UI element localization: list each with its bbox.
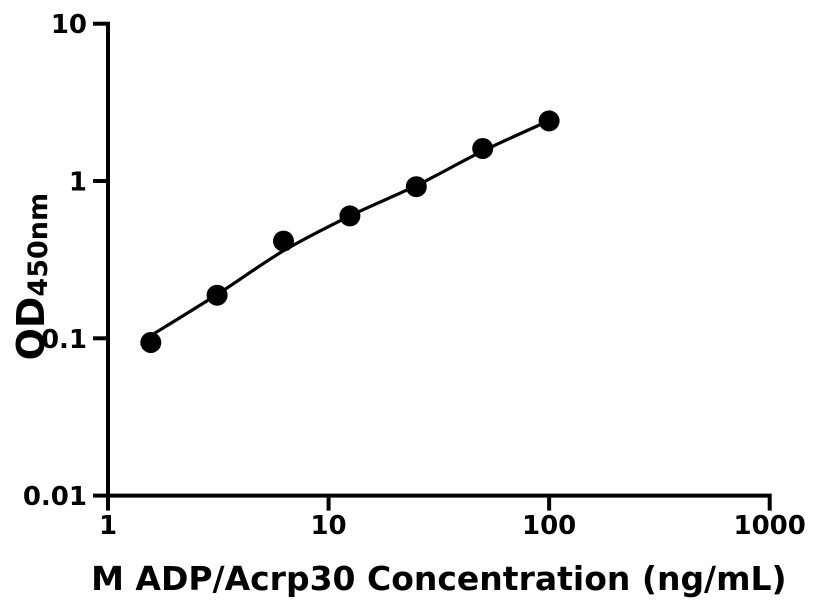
x-tick-label: 10 <box>310 511 346 541</box>
data-point <box>339 205 361 227</box>
y-axis-title-subscript: 450nm <box>23 193 54 297</box>
x-tick-label: 100 <box>522 511 576 541</box>
data-point <box>472 138 494 159</box>
y-axis-title-main: OD <box>9 297 53 361</box>
y-tick-label: 10 <box>51 10 87 40</box>
data-point <box>206 284 228 306</box>
y-tick-label: 1 <box>69 168 87 198</box>
x-tick-label: 1000 <box>734 511 806 541</box>
y-axis-title: OD450nm <box>9 193 54 361</box>
y-tick-label: 0.01 <box>23 482 87 512</box>
y-tick-label: 0.1 <box>41 325 87 355</box>
data-point <box>140 332 162 353</box>
axis-spines <box>106 21 772 498</box>
x-axis-title: M ADP/Acrp30 Concentration (ng/mL) <box>91 559 787 598</box>
data-point <box>538 110 560 132</box>
data-point <box>273 230 294 252</box>
x-tick-label: 1 <box>99 511 117 541</box>
data-point <box>405 176 427 198</box>
